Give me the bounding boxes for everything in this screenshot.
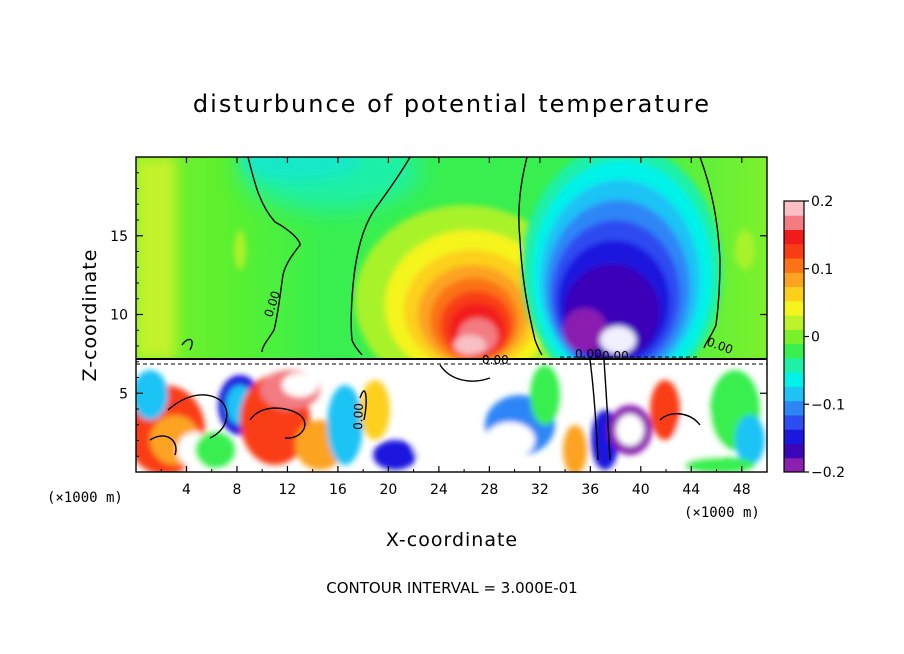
contour-label: 0.00 <box>351 403 366 430</box>
x-tick-label: 48 <box>733 482 751 498</box>
x-tick-label: 44 <box>682 482 700 498</box>
colorbar-swatch <box>784 357 804 373</box>
x-ticks: 4 8 12 16 20 24 28 32 36 40 44 48 <box>160 157 751 498</box>
colorbar-swatch <box>784 286 804 302</box>
warm-anomaly <box>355 205 575 395</box>
y-tick-label: 15 <box>110 229 128 245</box>
x-tick-label: 20 <box>379 482 397 498</box>
colorbar-swatch <box>784 201 804 216</box>
x-tick-label: 8 <box>232 482 241 498</box>
contour-label: 0.00 <box>482 353 509 367</box>
x-tick-label: 4 <box>182 482 191 498</box>
x-tick-label: 36 <box>581 482 599 498</box>
dashed-layer <box>136 356 767 365</box>
y-tick-label: 5 <box>119 386 128 402</box>
contour-label: 0.00 <box>602 349 629 363</box>
left-yellow-band <box>136 157 176 359</box>
colorbar-swatch <box>784 400 804 416</box>
colorbar-tick-label: −0.1 <box>811 397 845 413</box>
x-tick-label: 16 <box>329 482 347 498</box>
x-tick-label: 32 <box>531 482 549 498</box>
colorbar-swatch <box>784 372 804 387</box>
x-unit-left: (×1000 m) <box>47 490 123 506</box>
x-unit-right: (×1000 m) <box>684 505 760 521</box>
x-tick-label: 24 <box>430 482 448 498</box>
colorbar-tick-label: 0.1 <box>811 262 833 278</box>
y-ticks: 5 10 15 <box>110 172 767 457</box>
colorbar: 0.2 0.1 0 −0.1 −0.2 <box>783 194 845 481</box>
contour-lines <box>149 157 721 461</box>
plot-field: 0.00 0.00 0.00 0.00 0.00 0.00 <box>136 157 767 472</box>
colorbar-swatch <box>784 258 804 273</box>
colorbar-swatch <box>784 215 804 231</box>
colorbar-swatch <box>784 243 804 259</box>
chart-title: disturbunce of potential temperature <box>193 90 711 118</box>
colorbar-tick-label: 0 <box>811 330 820 346</box>
contour-interval-footer: CONTOUR INTERVAL = 3.000E-01 <box>326 579 577 597</box>
contour-label: 0.00 <box>575 347 602 361</box>
colorbar-swatch <box>784 386 804 402</box>
colorbar-swatch <box>784 429 804 444</box>
y-axis-label: Z-coordinate <box>79 249 101 382</box>
cold-anomaly <box>522 157 722 395</box>
lower-turbulence <box>136 365 765 472</box>
colorbar-swatch <box>784 414 804 430</box>
colorbar-tick-label: −0.2 <box>811 465 845 481</box>
colorbar-swatch <box>784 315 804 330</box>
colorbar-swatch <box>784 272 804 288</box>
colorbar-swatch <box>784 457 804 473</box>
colorbar-swatch <box>784 229 804 245</box>
colorbar-swatch <box>784 329 804 345</box>
colorbar-tick-label: 0.2 <box>811 194 833 210</box>
colorbar-swatch <box>784 443 804 459</box>
y-tick-label: 10 <box>110 308 128 324</box>
x-tick-label: 12 <box>279 482 297 498</box>
x-axis-label: X-coordinate <box>386 529 518 551</box>
colorbar-swatch <box>784 343 804 359</box>
colorbar-swatch <box>784 300 804 316</box>
x-tick-label: 40 <box>632 482 650 498</box>
x-tick-label: 28 <box>480 482 498 498</box>
